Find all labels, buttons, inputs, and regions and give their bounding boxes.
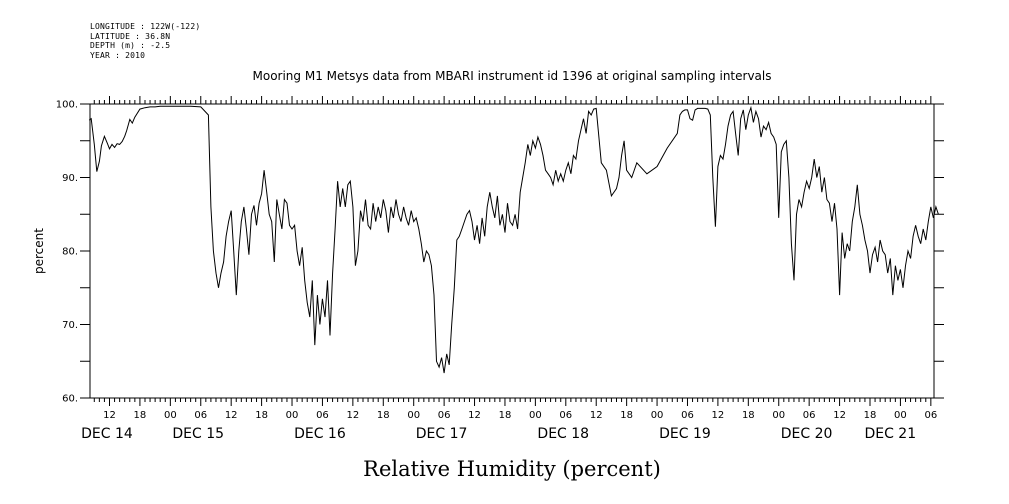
x-tick-label: 12: [225, 410, 238, 421]
y-tick-label: 100.: [56, 100, 78, 111]
depth-label: DEPTH (m) : -2.5: [90, 41, 171, 50]
x-tick-label: 00: [529, 410, 542, 421]
x-tick-label: 18: [620, 410, 633, 421]
x-day-labels: DEC 14 DEC 15 DEC 16 DEC 17 DEC 18 DEC 19 DEC …: [81, 426, 916, 442]
year-label: YEAR : 2010: [90, 50, 146, 60]
y-tick-label: 60.: [62, 394, 78, 405]
latitude-label: LATITUDE : 36.8N: [90, 31, 171, 41]
x-tick-label: 06: [559, 410, 572, 421]
longitude-label: LONGITUDE : 122W(-122): [90, 22, 201, 31]
x-tick-label: 00: [407, 410, 420, 421]
x-day-label: DEC 18: [537, 426, 589, 442]
x-day-label: DEC 19: [659, 426, 711, 442]
x-tick-label: 00: [772, 410, 785, 421]
x-tick-label: 18: [134, 410, 147, 421]
x-tick-label: 12: [468, 410, 481, 421]
x-tick-label: 00: [651, 410, 664, 421]
y-tick-label: 80.: [62, 247, 78, 258]
x-tick-label: 12: [712, 410, 725, 421]
y-tick-label: 70.: [62, 320, 78, 331]
series-line: [88, 105, 939, 374]
x-tick-label: 06: [924, 410, 937, 421]
x-day-label: DEC 20: [781, 426, 833, 442]
x-day-label: DEC 21: [864, 426, 916, 442]
x-tick-label: 00: [164, 410, 177, 421]
x-tick-label: 00: [894, 410, 907, 421]
metadata-block: LONGITUDE : 122W(-122) LATITUDE : 36.8N …: [90, 22, 200, 60]
x-tick-label: 18: [499, 410, 512, 421]
x-tick-label: 06: [681, 410, 694, 421]
x-tick-label: 18: [255, 410, 268, 421]
plot-frame: [89, 103, 935, 399]
x-tick-labels: 12 18 00 06 12 18 00 06 12 18 00 06 12 18 00 06 12 18 00 06…: [103, 410, 937, 421]
x-tick-label: 18: [742, 410, 755, 421]
y-tick-label: 90.: [62, 173, 78, 184]
x-tick-label: 00: [286, 410, 299, 421]
x-tick-label: 12: [833, 410, 846, 421]
x-tick-label: 12: [590, 410, 603, 421]
y-tick-labels: 60. 70. 80. 90. 100.: [56, 100, 78, 405]
x-tick-label: 06: [438, 410, 451, 421]
x-tick-label: 06: [803, 410, 816, 421]
chart-title: Mooring M1 Metsys data from MBARI instru…: [253, 69, 772, 83]
x-tick-label: 06: [194, 410, 207, 421]
x-tick-label: 18: [377, 410, 390, 421]
x-axis-label: Relative Humidity (percent): [363, 457, 661, 481]
x-day-label: DEC 14: [81, 426, 133, 442]
x-tick-label: 18: [864, 410, 877, 421]
x-tick-label: 06: [316, 410, 329, 421]
axis-ticks: [80, 96, 944, 406]
x-day-label: DEC 17: [416, 426, 468, 442]
x-tick-label: 12: [346, 410, 359, 421]
x-day-label: DEC 15: [172, 426, 224, 442]
x-tick-label: 12: [103, 410, 116, 421]
y-axis-label: percent: [32, 228, 46, 274]
x-day-label: DEC 16: [294, 426, 346, 442]
